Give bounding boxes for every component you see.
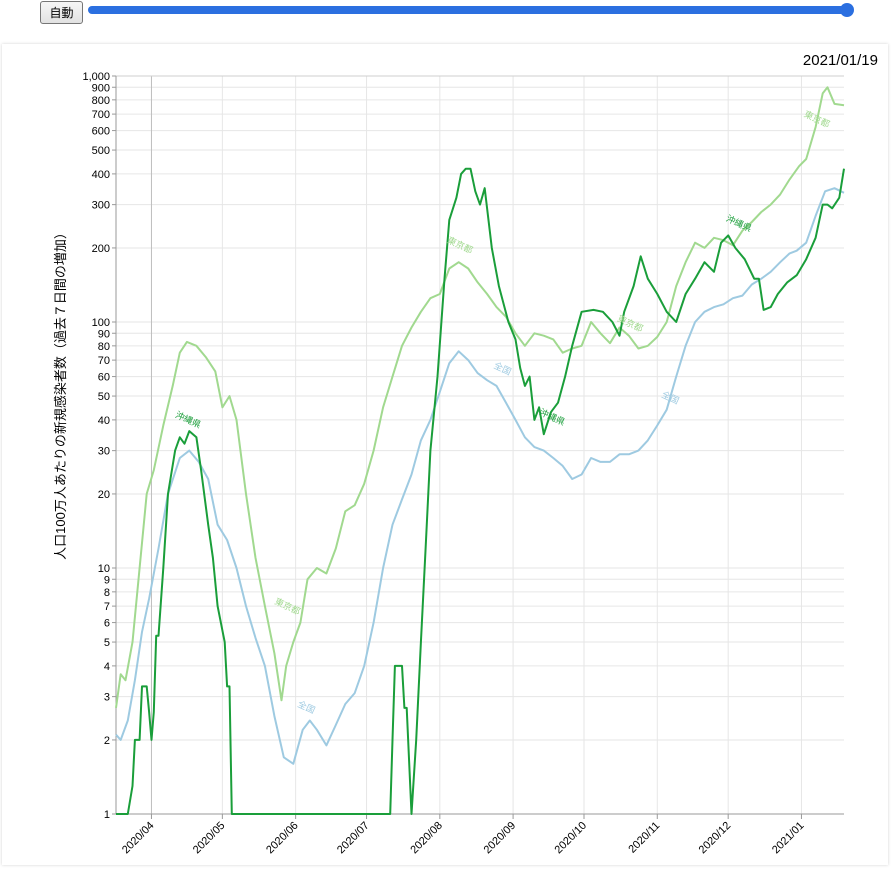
series-annotation: 東京都 [803,108,832,129]
y-tick-label: 90 [98,328,110,340]
y-tick-label: 400 [92,169,110,181]
y-tick-label: 1 [104,809,110,821]
y-tick-label: 700 [92,109,110,121]
slider-thumb[interactable] [840,3,854,17]
y-axis-label: 人口100万人あたりの新規感染者数（過去７日間の増加） [53,226,68,560]
y-tick-label: 70 [98,355,110,367]
x-tick-label: 2020/11 [626,820,662,856]
y-tick-label: 4 [104,661,110,673]
series-annotation: 東京都 [446,234,475,255]
y-tick-label: 3 [104,692,110,704]
series-lines [115,86,845,815]
x-tick-label: 2021/01 [770,820,807,857]
chart-panel: 1 2 3 4 5 6 7 8 9 10 20 30 40 50 60 70 80 90 100 200 300 400 5… [2,44,888,865]
y-tick-label: 300 [92,200,110,212]
y-tick-label: 900 [92,82,110,94]
series-annotation: 東京都 [273,595,302,616]
x-tick-label: 2020/09 [482,820,519,857]
x-tick-label: 2020/05 [191,820,228,857]
date-slider[interactable] [88,3,854,17]
series-annotation: 沖縄県 [725,212,754,233]
series-line [115,187,845,765]
series-line [116,167,845,815]
y-tick-label: 30 [98,446,110,458]
y-tick-label: 600 [92,126,110,138]
y-tick-label: 9 [104,574,110,586]
date-label: 2021/01/19 [803,52,878,69]
y-tick-label: 10 [98,563,110,575]
y-tick-label: 7 [104,601,110,613]
y-tick-label: 200 [92,243,110,255]
y-tick-label: 50 [98,391,110,403]
grid [115,75,844,815]
y-tick-label: 60 [98,372,110,384]
slider-track [88,6,848,14]
y-tick-label: 1,000 [82,71,110,83]
series-annotation: 沖縄県 [174,409,203,430]
x-tick-label: 2020/08 [408,820,445,857]
x-tick-label: 2020/10 [553,820,590,857]
series-annotation: 全国 [660,388,681,406]
y-tick-label: 8 [104,587,110,599]
y-tick-label: 6 [104,618,110,630]
x-tick-label: 2020/07 [335,820,372,857]
x-tick-label: 2020/12 [697,820,734,857]
y-tick-label: 20 [98,489,110,501]
y-tick-label: 500 [92,145,110,157]
y-tick-label: 2 [104,735,110,747]
series-line [115,86,845,709]
y-tick-label: 800 [92,95,110,107]
y-tick-label: 100 [92,317,110,329]
auto-play-button[interactable]: 自動 [40,1,83,24]
x-tick-label: 2020/04 [120,820,157,857]
y-tick-label: 40 [98,415,110,427]
x-tick-label: 2020/06 [264,820,301,857]
series-annotation: 全国 [492,359,513,377]
y-tick-label: 5 [104,637,110,649]
x-axis: 2020/04 2020/05 2020/06 2020/07 2020/08 2020/… [120,814,807,856]
y-tick-label: 80 [98,341,110,353]
series-annotation: 全国 [296,698,317,716]
